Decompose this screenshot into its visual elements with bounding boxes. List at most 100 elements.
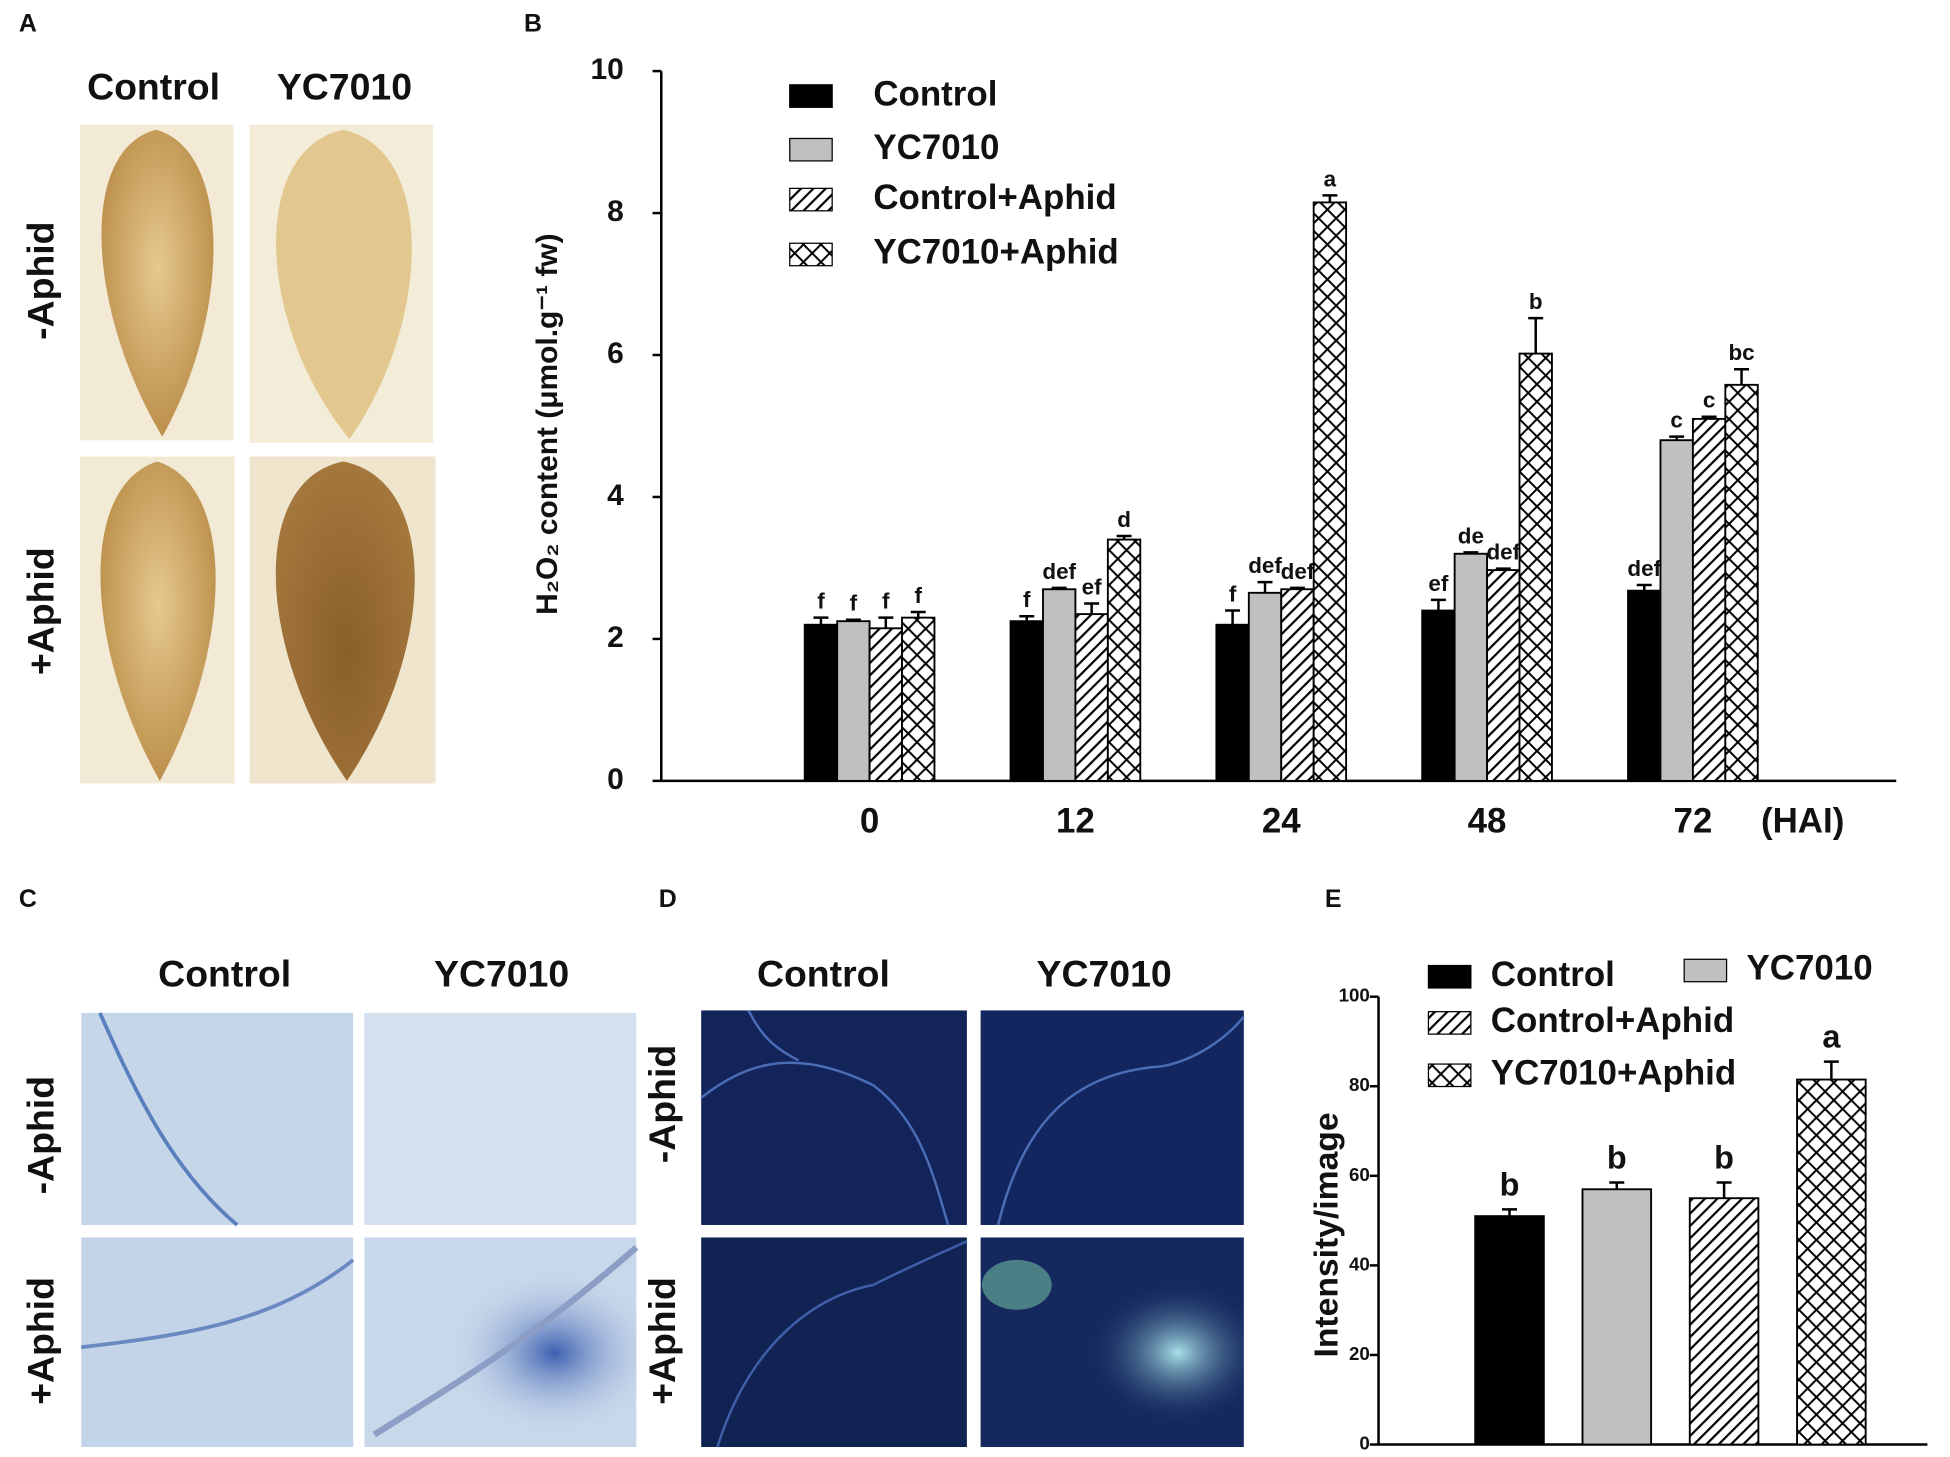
column-label: Control [757,953,890,995]
error-bar [1116,534,1132,540]
significance-label: def [1248,553,1282,578]
row-label: +Aphid [20,1277,62,1405]
significance-label: c [1670,408,1682,433]
column-label: YC7010 [1037,953,1172,995]
significance-label: def [1281,559,1315,584]
row-label: -Aphid [641,1045,683,1163]
legend-label: Control [873,74,997,113]
legend-label: Control [1491,955,1615,994]
bar [1581,1188,1653,1446]
bar [1215,623,1250,782]
bar [1486,569,1521,782]
significance-label: b [1500,1167,1520,1203]
y-tick-label: 100 [1339,985,1370,1006]
significance-label: ef [1082,574,1102,599]
column-label: YC7010 [434,953,569,995]
error-bar [1257,580,1273,593]
x-tick-label: 48 [1468,802,1507,841]
legend-swatch [1427,1011,1472,1035]
legend-swatch [789,137,833,162]
error-bar [1463,551,1479,554]
stain-photos [80,1012,639,1448]
error-bar [1528,316,1544,354]
significance-label: f [1229,582,1237,607]
error-bar [1225,609,1241,625]
significance-label: b [1529,289,1543,314]
significance-label: a [1822,1019,1841,1055]
error-bar [1502,1208,1518,1217]
significance-label: f [850,591,858,616]
x-tick-label: 12 [1056,802,1095,841]
legend-swatch [789,84,833,108]
legend-label: YC7010+Aphid [873,233,1118,272]
bar [1691,417,1727,782]
y-axis-label: Intensity/image [1309,1112,1346,1357]
legend-swatch [789,242,833,267]
bar [1074,613,1109,782]
x-tick-label: 72 [1673,802,1712,841]
panel-label: B [524,10,542,38]
row-label: +Aphid [20,547,62,675]
error-bar [1051,586,1067,590]
bar [1724,383,1759,782]
error-bar [1430,598,1446,611]
bar [1453,552,1489,782]
significance-label: def [1627,556,1661,581]
significance-label: ef [1428,571,1448,596]
y-tick-label: 6 [607,337,624,370]
significance-label: bc [1728,340,1754,365]
bar [1796,1078,1867,1446]
bar [1659,439,1694,782]
significance-label: def [1486,540,1520,565]
significance-label: d [1117,507,1131,532]
x-tick-label: 0 [860,802,879,841]
panel-label: C [19,885,37,913]
legend-swatch [1683,958,1728,983]
significance-label: f [882,589,890,614]
bar [868,627,903,782]
error-bar [1495,567,1511,571]
significance-label: f [817,589,825,614]
significance-label: b [1714,1140,1734,1176]
bar [1280,588,1315,782]
bar [803,623,839,782]
y-tick-label: 10 [591,53,624,86]
legend-swatch [1427,1063,1472,1088]
error-bar [1289,586,1305,590]
legend-label: YC7010 [1747,949,1873,988]
error-bar [1322,194,1338,203]
error-bar [1636,583,1652,591]
error-bar [1734,367,1750,385]
bar [901,616,936,782]
error-bar [813,616,829,625]
error-bar [1823,1060,1839,1080]
panel-label: E [1325,885,1342,913]
panel-label: D [659,885,677,913]
legend-label: YC7010+Aphid [1491,1054,1736,1093]
y-tick-label: 60 [1349,1164,1370,1185]
y-axis-label: H₂O₂ content (μmol.g⁻¹ fw) [531,233,564,614]
column-label: Control [158,953,291,995]
bar [1009,620,1044,782]
row-label: -Aphid [20,1076,62,1194]
legend-label: Control+Aphid [873,178,1116,217]
bar [1247,591,1283,782]
y-tick-label: 8 [607,195,624,228]
y-tick-label: 20 [1349,1343,1370,1364]
panel-label: A [19,10,37,38]
significance-label: f [1023,587,1031,612]
row-label: -Aphid [20,221,62,339]
row-label: +Aphid [641,1277,683,1405]
fluorescence-photos [700,1009,1245,1448]
error-bar [1669,435,1685,441]
significance-label: a [1324,166,1337,191]
error-bar [1609,1181,1625,1190]
significance-label: de [1458,523,1484,548]
column-label: YC7010 [277,66,412,108]
error-bar [1019,614,1035,622]
significance-label: c [1703,388,1715,413]
legend-swatch [789,187,833,212]
significance-label: def [1042,559,1076,584]
